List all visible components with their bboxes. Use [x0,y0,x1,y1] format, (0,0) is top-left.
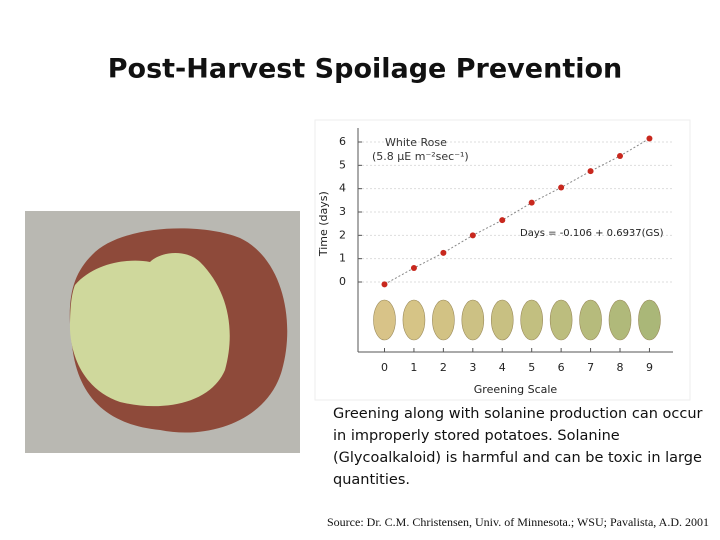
y-tick-label: 4 [339,182,346,195]
x-tick-label: 0 [381,361,388,374]
data-point [617,153,624,159]
potato-icon [490,299,514,341]
data-point [558,184,565,191]
x-tick-label: 5 [528,361,535,374]
y-tick-label: 0 [339,275,346,288]
x-axis-label: Greening Scale [474,383,558,396]
slide-title: Post-Harvest Spoilage Prevention [108,54,623,85]
source-note: Source: Dr. C.M. Christensen, Univ. of M… [327,515,709,529]
x-tick-label: 6 [558,361,565,374]
potato-icon [549,299,573,341]
potato-icon [461,299,485,341]
data-point [528,199,535,206]
data-point [499,217,506,224]
x-tick-label: 9 [646,361,653,374]
data-point [410,265,417,271]
x-tick-label: 8 [617,361,624,374]
y-tick-label: 3 [339,205,346,218]
caption-line: quantities. [333,472,410,488]
data-point [381,281,388,288]
potato-icon [608,299,632,341]
x-tick-label: 2 [440,361,447,374]
chart-subtitle: (5.8 μE m⁻²sec⁻¹) [372,150,469,163]
data-point [469,232,476,239]
x-tick-label: 4 [499,361,506,374]
potato-icon [579,299,602,341]
chart-annotation: Days = -0.106 + 0.6937(GS) [520,228,664,239]
y-tick-label: 5 [339,158,346,171]
potato-icon [402,299,426,341]
caption-line: Greening along with solanine production … [333,406,703,422]
y-tick-label: 2 [339,228,346,241]
chart-area [314,119,691,401]
potato-photo [25,211,300,453]
x-tick-label: 3 [469,361,476,374]
y-tick-label: 1 [339,252,346,265]
caption-line: in improperly stored potatoes. Solanine [333,428,620,444]
x-tick-label: 7 [587,361,594,374]
data-point [646,135,653,142]
chart-title: White Rose [385,136,447,149]
data-point [440,249,447,256]
potato-icon [432,299,455,341]
caption-line: (Glycoalkaloid) is harmful and can be to… [333,450,702,466]
data-point [587,168,594,175]
potato-icon [373,299,396,341]
y-tick-label: 6 [339,135,346,148]
potato-cut-face [70,252,230,407]
x-tick-label: 1 [410,361,417,374]
y-axis-label: Time (days) [317,191,330,257]
potato-icon [638,299,661,341]
potato-icon [520,299,543,341]
